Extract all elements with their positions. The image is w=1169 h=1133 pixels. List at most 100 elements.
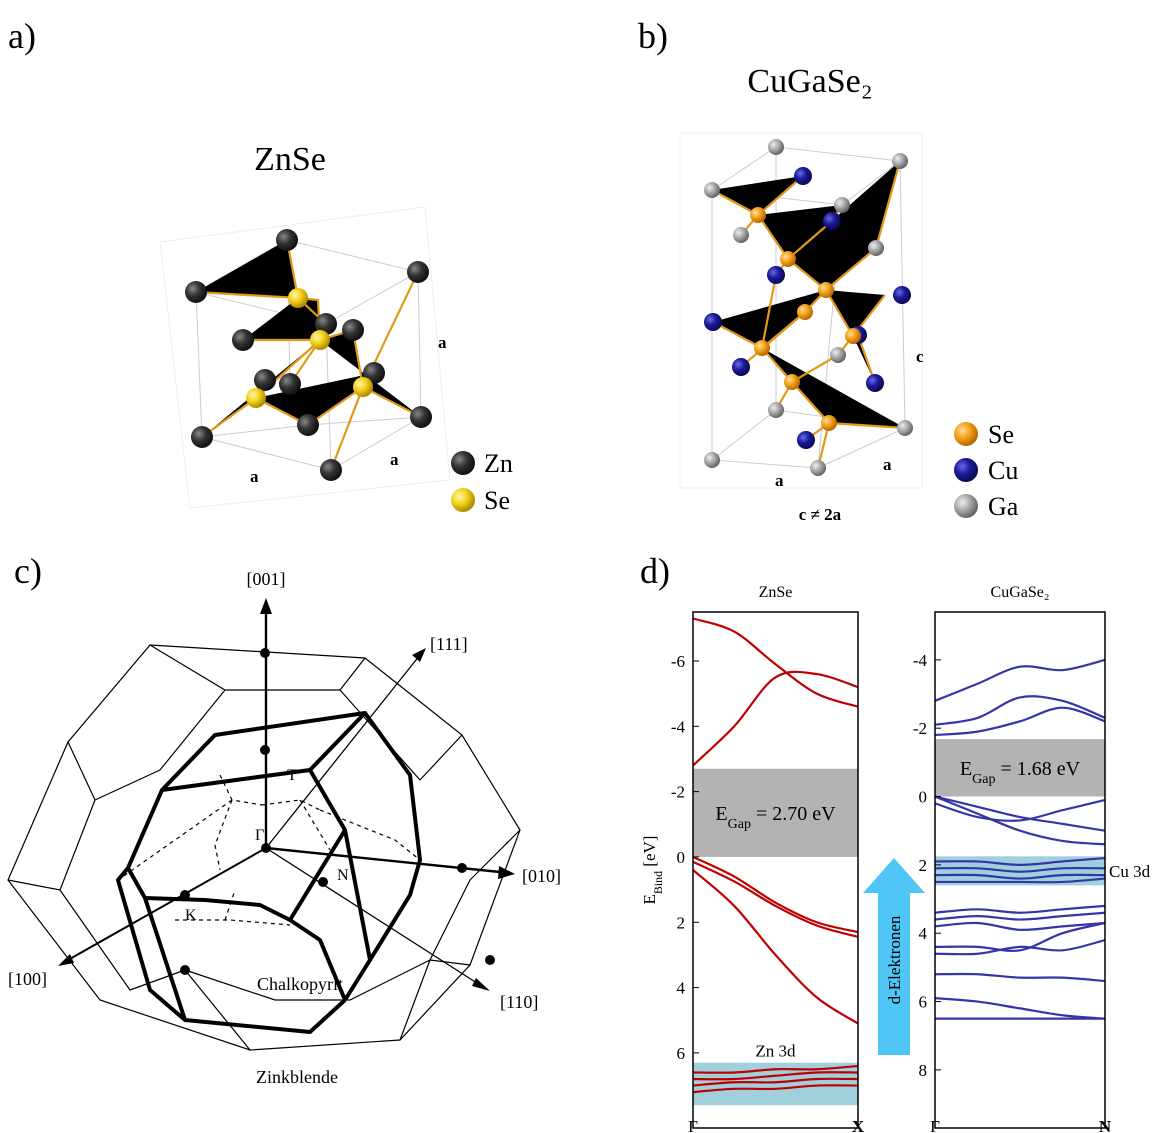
band: [693, 1077, 858, 1087]
direction-label: [010]: [522, 866, 561, 886]
x-tick-label: Γ: [930, 1117, 940, 1133]
band: [935, 706, 1105, 737]
band: [693, 1071, 858, 1081]
direction-label: [110]: [500, 992, 538, 1012]
y-tick-label: 6: [677, 1044, 686, 1063]
band: [693, 670, 858, 767]
y-axis-label-main: E: [640, 894, 659, 904]
y-tick-label: 6: [919, 993, 928, 1012]
gap-label: EGap = 1.68 eV: [960, 758, 1081, 787]
structure-title: ZnSe: [254, 141, 326, 178]
direction-label: [111]: [430, 634, 468, 654]
y-tick-label: 8: [919, 1061, 928, 1080]
legend-swatch: [954, 494, 978, 518]
band-label: Cu 3d: [1109, 862, 1151, 881]
point-label: Γ: [255, 827, 264, 844]
band: [935, 921, 1105, 931]
band: [935, 856, 1105, 866]
gap-label: EGap = 2.70 eV: [715, 803, 836, 832]
plot-frame: [934, 611, 1106, 1129]
point-label: K: [185, 907, 197, 924]
gap-label-main: E: [960, 758, 972, 780]
band: [935, 972, 1105, 983]
legend-label: Cu: [988, 456, 1018, 485]
d-electron-arrow: [863, 858, 925, 1055]
y-axis-label-sub: Bind: [651, 871, 665, 894]
direction-label: [100]: [8, 969, 47, 989]
band: [935, 877, 1105, 884]
band: [693, 1084, 858, 1094]
zone-label: Zinkblende: [256, 1067, 338, 1087]
direction-label: [001]: [247, 569, 286, 589]
chart-title: ZnSe: [759, 584, 793, 601]
band: [935, 798, 1105, 822]
x-tick-label: X: [852, 1117, 865, 1133]
x-tick-label: Γ: [688, 1117, 698, 1133]
energy-region: [693, 768, 858, 857]
zone-label: Chalkopyrit: [257, 974, 343, 994]
band: [935, 904, 1105, 914]
lattice-label: a: [438, 333, 447, 352]
lattice-label: a: [390, 450, 399, 469]
y-axis-label-rest: [eV]: [640, 836, 659, 871]
lattice-label: a: [775, 471, 784, 490]
panel-label: b): [638, 16, 668, 56]
band: [693, 1064, 858, 1074]
panel-label: d): [640, 551, 670, 591]
band: [693, 617, 858, 708]
point-label: N: [337, 867, 349, 884]
znse-structure: [159, 206, 451, 509]
gap-label-rest: = 1.68 eV: [995, 758, 1080, 780]
plot-frame: [692, 611, 859, 1129]
y-tick-label: -2: [913, 719, 927, 738]
band: [935, 795, 1105, 846]
band: [935, 658, 1105, 702]
cugase2-structure: [679, 132, 923, 489]
legend-swatch: [954, 458, 978, 482]
lattice-label: a: [250, 467, 259, 486]
y-tick-label: -6: [671, 652, 685, 671]
gap-label-sub: Gap: [728, 816, 751, 831]
y-tick-label: 4: [919, 924, 928, 943]
y-tick-label: -2: [671, 783, 685, 802]
lattice-relation: c ≠ 2a: [799, 505, 842, 524]
brillouin-zone: [7, 598, 521, 1051]
band: [935, 938, 1105, 956]
y-tick-label: 4: [677, 979, 686, 998]
band: [935, 873, 1105, 880]
panel-label: c): [14, 551, 42, 591]
legend-label: Se: [988, 420, 1014, 449]
y-tick-label: 2: [919, 856, 928, 875]
legend-label: Zn: [484, 449, 513, 478]
y-tick-label: 0: [677, 848, 686, 867]
legend-swatch: [451, 451, 475, 475]
y-axis-label: EBind [eV]: [640, 836, 665, 905]
legend-label: Se: [484, 486, 510, 515]
y-tick-label: 0: [919, 788, 928, 807]
band: [935, 921, 1105, 952]
band: [935, 866, 1105, 873]
y-tick-label: -4: [671, 717, 686, 736]
lattice-label: a: [883, 455, 892, 474]
lattice-label: c: [916, 347, 924, 366]
structure-title: CuGaSe₂: [747, 63, 872, 100]
band: [693, 860, 858, 939]
y-tick-label: -4: [913, 651, 928, 670]
band: [935, 695, 1105, 726]
gap-label-main: E: [715, 803, 727, 825]
point-label: T: [287, 767, 297, 784]
chart-title: CuGaSe₂: [991, 584, 1050, 601]
legend-swatch: [954, 422, 978, 446]
band: [935, 911, 1105, 921]
arrow-label: d-Elektronen: [885, 915, 904, 1004]
band: [935, 795, 1105, 832]
legend-swatch: [451, 488, 475, 512]
y-tick-label: 2: [677, 913, 686, 932]
band: [935, 997, 1105, 1020]
band-label: Zn 3d: [755, 1042, 796, 1061]
gap-label-rest: = 2.70 eV: [751, 803, 836, 825]
legend-label: Ga: [988, 492, 1019, 521]
energy-region: [935, 739, 1105, 797]
